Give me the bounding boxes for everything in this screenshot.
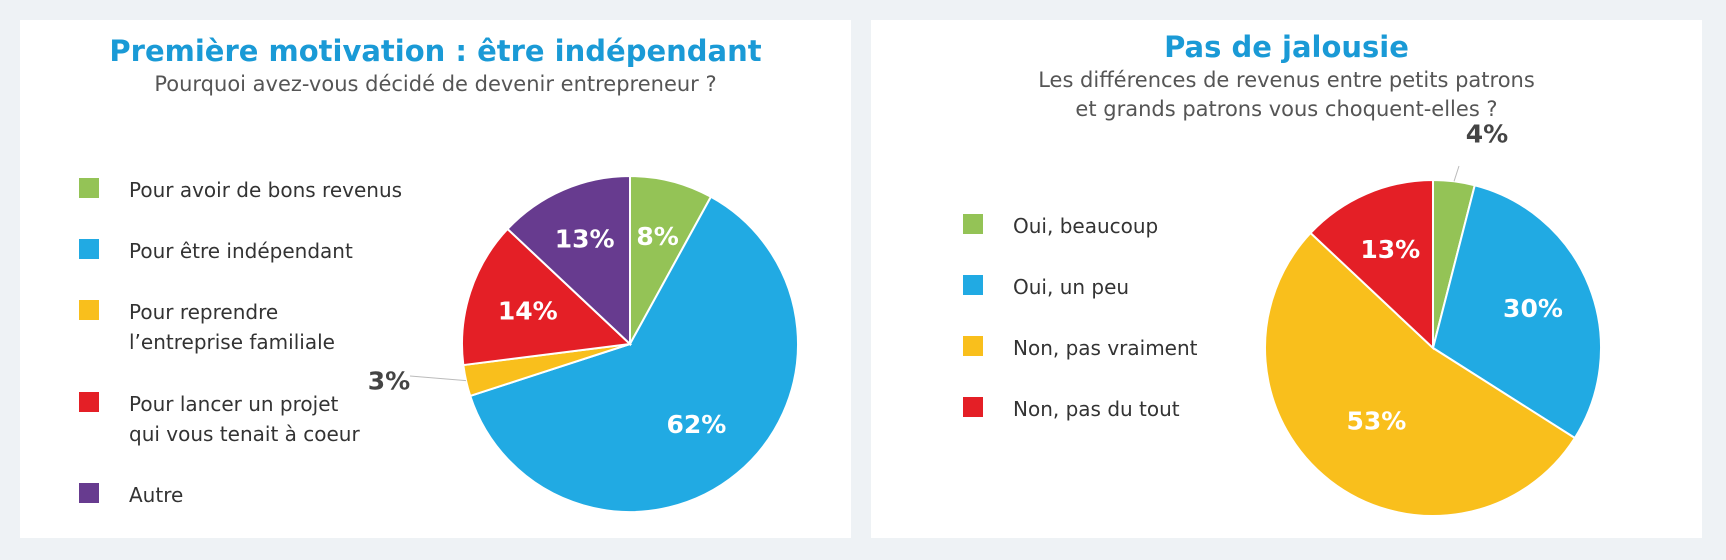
legend-swatch [963, 336, 983, 356]
pie-slice [506, 174, 631, 347]
chart-subtitle-line: et grands patrons vous choquent-elles ? [1075, 97, 1498, 121]
legend-label: Oui, beaucoup [1013, 211, 1158, 241]
legend-label: Autre [129, 480, 183, 510]
pie-chart: 8% 62% 3% 14% 13% [368, 174, 799, 513]
data-label: 8% [636, 222, 678, 251]
leader-line [409, 375, 467, 382]
data-label: 13% [555, 225, 615, 254]
chart-title: Pas de jalousie [1164, 30, 1409, 64]
legend-swatch [963, 214, 983, 234]
legend-swatch [79, 483, 99, 503]
data-label: 13% [1360, 235, 1420, 264]
legend-label: Non, pas du tout [1013, 394, 1180, 424]
legend-label-line: Non, pas du tout [1013, 397, 1180, 421]
pie-slice [468, 195, 799, 513]
legend-label: Pour avoir de bons revenus [129, 175, 402, 205]
chart-panel-jalousie: Pas de jalousie Les différences de reven… [871, 20, 1702, 538]
pie-slice [1264, 231, 1577, 517]
data-label: 4% [1466, 120, 1508, 149]
legend-swatch [963, 275, 983, 295]
chart-subtitle-line: Les différences de revenus entre petits … [1038, 68, 1535, 92]
chart-subtitle: Pourquoi avez-vous décidé de devenir ent… [154, 72, 717, 96]
data-label: 53% [1346, 407, 1406, 436]
data-label: 62% [666, 410, 726, 439]
pie-slice [1431, 184, 1602, 440]
chart-panel-motivation: Première motivation : être indépendant P… [20, 20, 851, 538]
chart-title: Première motivation : être indépendant [109, 34, 762, 68]
leader-line [1453, 165, 1460, 182]
legend-label-line: Oui, un peu [1013, 275, 1130, 299]
legend-label-line: Pour reprendre [129, 300, 279, 324]
pie-slice [461, 227, 633, 367]
data-label: 3% [368, 367, 410, 396]
data-label: 14% [498, 296, 558, 325]
legend-label: Pour être indépendant [129, 236, 353, 266]
legend-label-line: l’entreprise familiale [129, 330, 335, 354]
chart-subtitle: Les différences de revenus entre petits … [871, 66, 1702, 124]
legend-label-line: Pour être indépendant [129, 239, 353, 263]
data-label: 30% [1503, 294, 1563, 323]
legend-label-line: Oui, beaucoup [1013, 214, 1159, 238]
legend-label: Pour reprendre l’entreprise familiale [129, 297, 335, 357]
legend-label-line: Pour avoir de bons revenus [129, 178, 403, 202]
legend-swatch [79, 300, 99, 320]
legend-label-line: qui vous tenait à coeur [129, 422, 360, 446]
legend-swatch [79, 178, 99, 198]
pie-chart: 4% 30% 53% 13% [1264, 120, 1602, 517]
legend-label-line: Non, pas vraiment [1013, 336, 1198, 360]
legend-swatch [79, 392, 99, 412]
legend-label: Oui, un peu [1013, 272, 1129, 302]
pie-slice [1309, 178, 1434, 351]
legend-swatch [963, 397, 983, 417]
legend-label: Pour lancer un projet qui vous tenait à c… [129, 389, 360, 449]
legend-label-line: Autre [129, 483, 184, 507]
legend-label-line: Pour lancer un projet [129, 392, 339, 416]
legend-swatch [79, 239, 99, 259]
legend-label: Non, pas vraiment [1013, 333, 1198, 363]
